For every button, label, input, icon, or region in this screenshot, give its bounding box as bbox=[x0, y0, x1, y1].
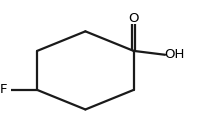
Text: F: F bbox=[0, 83, 8, 96]
Text: O: O bbox=[128, 12, 139, 25]
Text: OH: OH bbox=[164, 48, 185, 61]
